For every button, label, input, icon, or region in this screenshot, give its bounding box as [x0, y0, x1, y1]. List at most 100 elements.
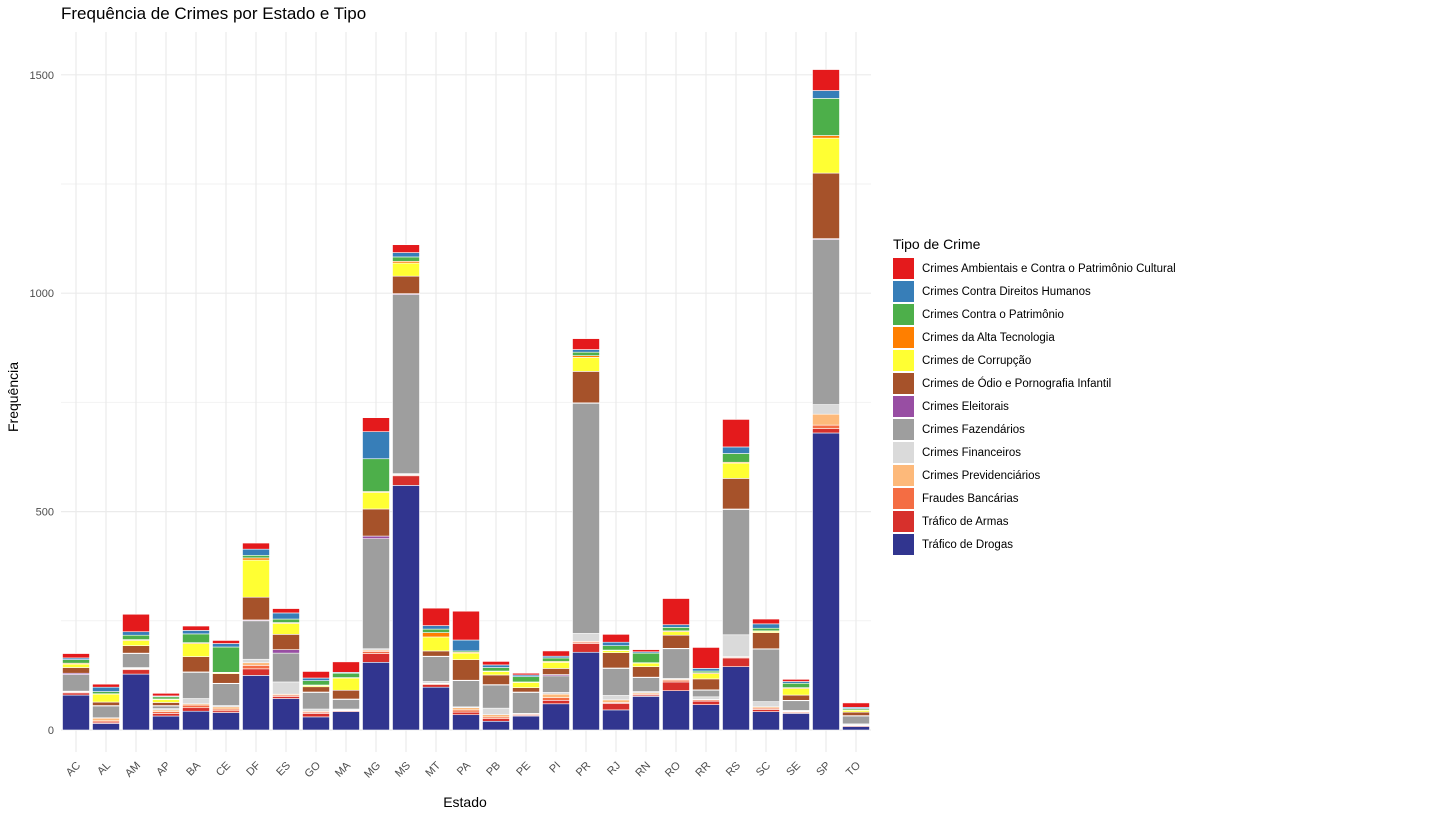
bar-segment: [842, 702, 870, 708]
bar-segment: [92, 701, 120, 706]
bar-segment: [272, 698, 300, 731]
bar-segment: [362, 417, 390, 432]
bar-segment: [122, 634, 150, 640]
bar-segment: [422, 656, 450, 682]
bar-segment: [182, 633, 210, 643]
bar-segment: [692, 673, 720, 680]
x-tick-label: AC: [64, 760, 83, 779]
bar-segment: [722, 478, 750, 510]
bar-segment: [482, 707, 510, 716]
bar-segment: [752, 623, 780, 629]
bar-segment: [242, 559, 270, 598]
bar-segment: [122, 631, 150, 636]
x-tick-label: RO: [663, 759, 683, 779]
bar-segment: [422, 625, 450, 630]
bar-segment: [332, 711, 360, 731]
legend-swatch: [893, 488, 914, 509]
bar-segment: [272, 649, 300, 654]
legend-item: Fraudes Bancárias: [893, 487, 1176, 510]
bar-segment: [722, 462, 750, 479]
bar-segment: [392, 244, 420, 253]
bar-segment: [212, 706, 240, 710]
x-tick-label: DF: [244, 759, 263, 778]
bar-segment: [602, 634, 630, 643]
bar-segment: [812, 239, 840, 405]
legend-label: Crimes Fazendários: [922, 423, 1025, 436]
bar-segment: [302, 671, 330, 679]
x-tick-label: MG: [362, 760, 383, 781]
bar-segment: [842, 711, 870, 716]
y-tick-label: 0: [48, 725, 54, 737]
bar-segment: [242, 596, 270, 621]
legend-label: Crimes Contra o Patrimônio: [922, 308, 1064, 321]
bar-segment: [92, 683, 120, 688]
bar-segment: [662, 634, 690, 649]
bar-segment: [62, 694, 90, 731]
bar-segment: [572, 338, 600, 350]
legend-label: Crimes de Corrupção: [922, 354, 1032, 367]
bar-segment: [692, 700, 720, 705]
legend-swatch: [893, 281, 914, 302]
legend-swatch: [893, 258, 914, 279]
bar-segment: [632, 677, 660, 692]
bar-segment: [362, 653, 390, 663]
legend-item: Crimes de Ódio e Pornografia Infantil: [893, 372, 1176, 395]
bar-segment: [242, 554, 270, 559]
y-axis-label: Frequência: [5, 362, 21, 432]
bar-segment: [512, 682, 540, 688]
legend-label: Tráfico de Armas: [922, 515, 1009, 528]
bar-segment: [482, 661, 510, 666]
bar-segment: [242, 620, 270, 660]
bar-segment: [572, 651, 600, 731]
bar-segment: [272, 618, 300, 623]
x-tick-label: RS: [724, 760, 743, 779]
bar-segment: [752, 711, 780, 731]
bar-segment: [542, 693, 570, 698]
x-tick-label: SP: [814, 760, 833, 779]
bar-segment: [782, 700, 810, 711]
bar-segment: [92, 717, 120, 722]
bar-segment: [92, 705, 120, 719]
bar-segment: [602, 641, 630, 646]
bar-segment: [452, 659, 480, 681]
bar-segment: [602, 668, 630, 696]
bar-segment: [722, 419, 750, 448]
x-axis-tick-labels: AC AL AM AP BA CE DF ES GO MA MG MS MT PA PB PE PI PR RJ RN…: [64, 759, 864, 780]
bar-segment: [602, 699, 630, 703]
x-tick-label: RJ: [605, 760, 623, 778]
bar-segment: [632, 696, 660, 731]
bar-segment: [122, 640, 150, 646]
x-tick-label: AM: [123, 760, 143, 780]
bar-segment: [92, 693, 120, 703]
bar-segment: [692, 647, 720, 669]
bar-segment: [782, 682, 810, 688]
bar-segment: [212, 712, 240, 731]
x-tick-label: BA: [184, 759, 203, 778]
bar-segment: [212, 683, 240, 706]
bar-segment: [272, 634, 300, 650]
bar-segment: [752, 701, 780, 708]
bar-segment: [752, 632, 780, 650]
y-tick-label: 1000: [30, 288, 54, 300]
bar-segment: [62, 653, 90, 659]
bar-segment: [572, 349, 600, 353]
bar-segment: [62, 663, 90, 668]
y-axis-tick-labels: 0 500 1000 1500: [30, 70, 54, 737]
bar-segment: [692, 704, 720, 731]
bar-segment: [332, 699, 360, 710]
bar-segment: [602, 650, 630, 653]
bar-segment: [242, 548, 270, 556]
bar-segment: [542, 657, 570, 662]
bar-segment: [512, 692, 540, 714]
bar-segment: [272, 608, 300, 614]
legend-label: Crimes da Alta Tecnologia: [922, 331, 1055, 344]
bar-segment: [272, 652, 300, 683]
bar-segment: [122, 673, 150, 731]
x-tick-label: MT: [423, 759, 443, 779]
legend-item: Crimes Contra Direitos Humanos: [893, 280, 1176, 303]
bar-segment: [272, 696, 300, 699]
bar-segment: [362, 508, 390, 537]
bar-segment: [812, 98, 840, 136]
bar-segment: [812, 137, 840, 174]
bar-segment: [302, 686, 330, 693]
